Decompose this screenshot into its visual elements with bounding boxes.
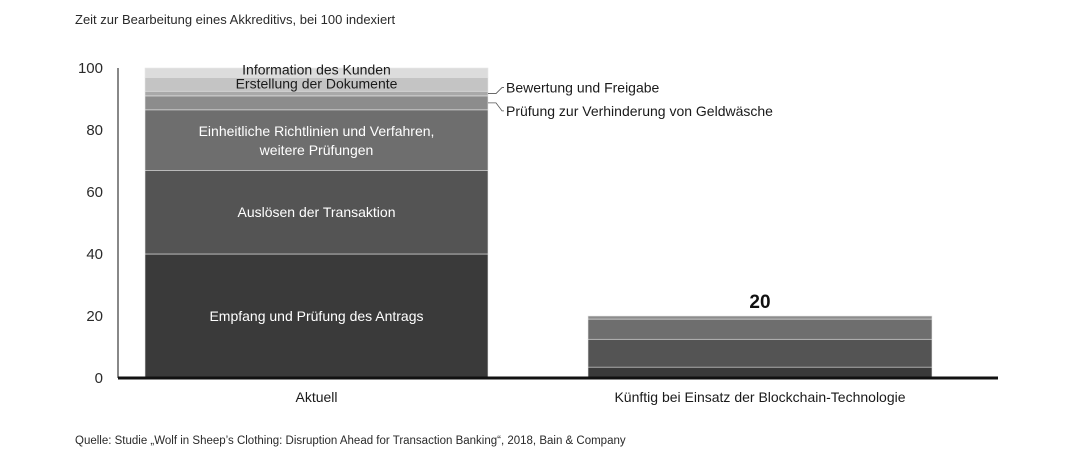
y-tick-label: 100 <box>78 60 103 77</box>
segment-label-richtlinien-line2: weitere Prüfungen <box>259 142 374 158</box>
bar-segment <box>144 170 489 255</box>
category-label-kuenftig: Künftig bei Einsatz der Blockchain-Techn… <box>614 389 905 405</box>
bar-segment <box>144 90 489 97</box>
y-tick-label: 60 <box>86 184 103 201</box>
category-label-aktuell: Aktuell <box>295 389 337 405</box>
callout-line-geldwaesche <box>488 102 504 112</box>
y-axis-ticks: 0 20 40 60 80 100 <box>78 60 103 387</box>
bar-segment <box>144 95 489 111</box>
chart-subtitle: Zeit zur Bearbeitung eines Akkreditivs, … <box>75 12 396 27</box>
y-tick-label: 0 <box>95 370 103 387</box>
bar-segment <box>587 318 933 340</box>
segment-label-information: Information des Kunden <box>242 62 391 78</box>
segment-label-ausloesen: Auslösen der Transaktion <box>238 204 396 220</box>
source-note: Quelle: Studie „Wolf in Sheep’s Clothing… <box>75 435 626 447</box>
bar-segment <box>587 338 933 368</box>
segment-label-empfang: Empfang und Prüfung des Antrags <box>209 308 423 324</box>
y-tick-label: 20 <box>86 308 103 325</box>
bar-segment <box>144 253 489 379</box>
callout-label-geldwaesche: Prüfung zur Verhinderung von Geldwäsche <box>506 103 773 119</box>
bar-segment <box>144 67 489 78</box>
segment-label-erstellung: Erstellung der Dokumente <box>236 75 398 91</box>
bars <box>144 67 933 379</box>
y-tick-label: 40 <box>86 246 103 263</box>
callout-label-bewertung: Bewertung und Freigabe <box>506 80 660 96</box>
y-tick-label: 80 <box>86 122 103 139</box>
bar-segment <box>587 315 933 320</box>
callout-line-bewertung <box>488 87 504 94</box>
bar-segment <box>587 366 933 379</box>
segment-label-richtlinien-line1: Einheitliche Richtlinien und Verfahren, <box>199 123 435 139</box>
bar-segment <box>144 109 489 171</box>
total-label-kuenftig: 20 <box>749 292 770 313</box>
